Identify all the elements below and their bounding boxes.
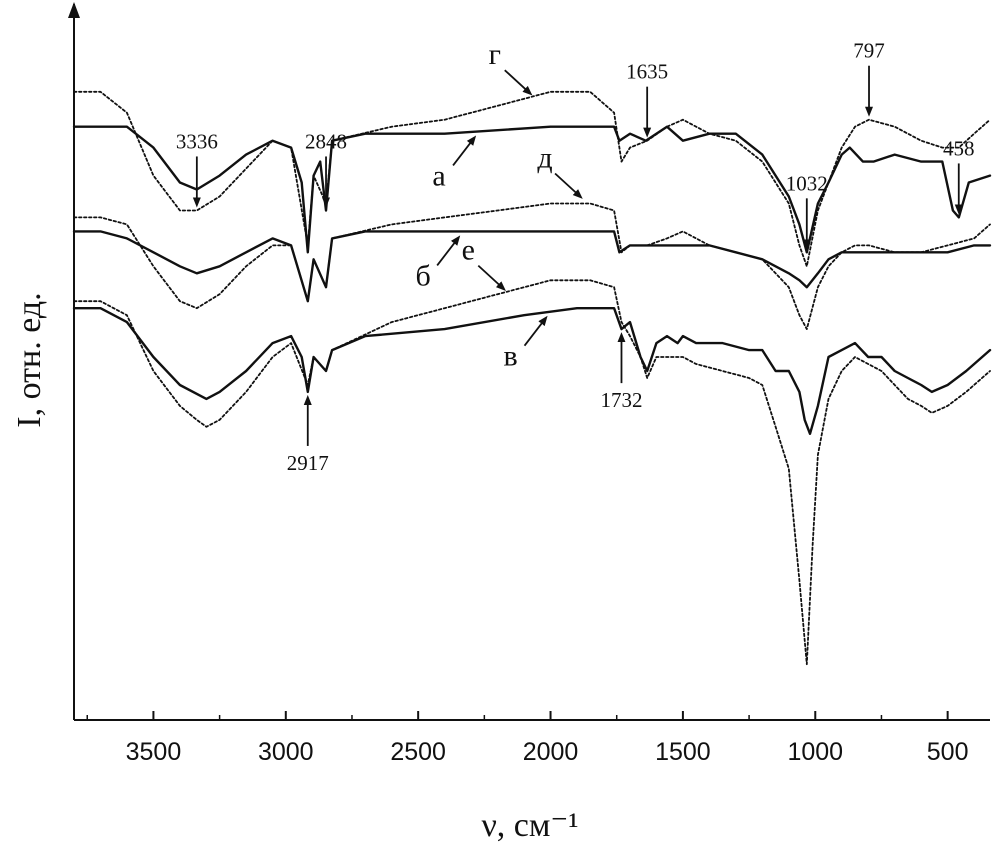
curve-label-б: б: [416, 259, 431, 292]
axes: 3500 3000 2500 2000 1500 1000 500: [68, 2, 990, 766]
series-е-line: [73, 279, 991, 666]
curve-pointer: [504, 69, 533, 96]
series-в-line: [72, 307, 992, 435]
curve-label-а: а: [432, 159, 445, 192]
x-tick-label: 3000: [258, 738, 314, 766]
peak-label-458: 458: [943, 136, 975, 160]
curve-label-д: д: [537, 141, 552, 174]
curve-pointer: [436, 235, 461, 266]
peak-label-1032: 1032: [786, 171, 828, 195]
curve-label-в: в: [503, 340, 517, 373]
curve-pointer: [452, 135, 477, 166]
x-tick-label: 500: [927, 738, 969, 766]
peak-label-1635: 1635: [626, 60, 668, 84]
peak-label-3336: 3336: [176, 129, 218, 153]
peak-label-2848: 2848: [305, 129, 347, 153]
spectra-group: [72, 90, 992, 666]
series-г-line: [73, 90, 991, 268]
x-tick-label: 2000: [523, 738, 579, 766]
series-б-line: [72, 230, 992, 303]
series-а-line: [72, 125, 992, 254]
curve-pointer: [554, 172, 583, 199]
peak-label-2917: 2917: [287, 451, 329, 475]
y-axis-arrow-icon: [68, 2, 80, 18]
annotations-group: 3336 2848 1635 797 458 1032 2917 1732 а г д бе в: [176, 38, 975, 475]
curve-label-е: е: [462, 234, 475, 267]
curve-pointer: [477, 264, 506, 291]
series-д-line: [73, 202, 991, 330]
curve-pointer: [523, 315, 548, 347]
peak-label-797: 797: [853, 39, 885, 63]
curve-label-г: г: [489, 38, 501, 71]
x-axis-label: ν, см⁻¹: [481, 807, 578, 844]
x-tick-label: 1000: [787, 738, 843, 766]
x-tick-label: 2500: [390, 738, 446, 766]
x-tick-label: 1500: [655, 738, 711, 766]
y-axis-label: I, отн. ед.: [11, 292, 48, 427]
peak-label-1732: 1732: [600, 388, 642, 412]
x-tick-label: 3500: [126, 738, 182, 766]
